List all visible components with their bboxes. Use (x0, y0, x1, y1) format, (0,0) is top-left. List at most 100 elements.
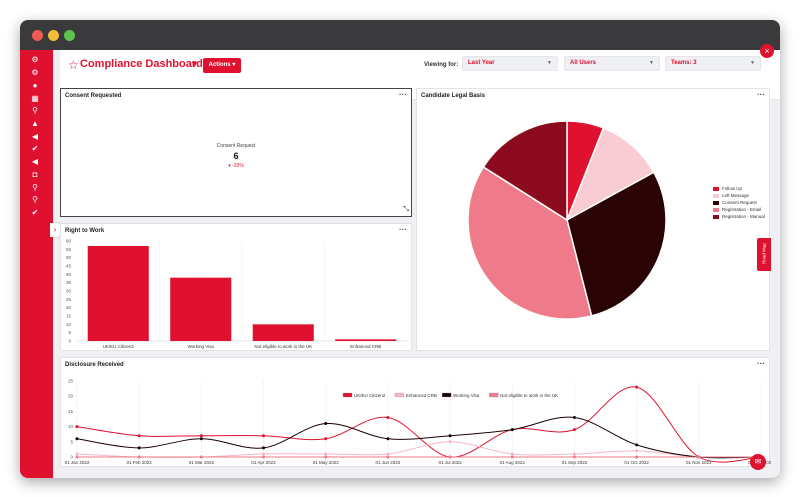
y-tick-label: 30 (66, 289, 72, 294)
data-point (324, 422, 328, 426)
megaphone-icon[interactable]: ◀ (31, 157, 39, 166)
y-tick-label: 15 (66, 314, 72, 319)
settings-icon[interactable]: ⚙ (31, 68, 39, 77)
users-select-value: All Users (570, 60, 597, 66)
search-icon[interactable]: ⚲ (32, 106, 38, 115)
data-point (510, 452, 514, 456)
x-tick-label: 01 Aug 2022 (500, 460, 526, 465)
legend-swatch (713, 200, 719, 205)
road-map-tab[interactable]: Road Map (757, 238, 771, 271)
data-point (137, 455, 141, 459)
legend-label: UK/EU Citizen2 (354, 393, 386, 398)
data-point (510, 428, 514, 432)
legend-item[interactable]: Consent Request (713, 200, 757, 205)
legend-swatch (489, 392, 499, 398)
teams-select-value: Teams: 3 (671, 60, 697, 66)
legend-item[interactable]: Follow Up (713, 186, 742, 191)
users-select[interactable]: All Users ▼ (564, 56, 660, 71)
data-point (137, 446, 141, 450)
y-tick-label: 50 (66, 255, 72, 260)
data-point (572, 415, 576, 419)
actions-button[interactable]: Actions ▾ (203, 58, 241, 73)
data-point (262, 455, 266, 459)
chevron-down-icon: ▼ (750, 60, 755, 66)
bar (87, 246, 149, 341)
legend-swatch (713, 214, 719, 219)
teams-select[interactable]: Teams: 3 ▼ (665, 56, 761, 71)
chat-icon[interactable]: ✉ (750, 454, 766, 470)
sidebar: ⚙ ⚙ ● ▦ ⚲ ▲ ◀ ✔ ◀ ◘ ⚲ ⚲ ✔ (20, 50, 53, 478)
legend-label: Working Visa (453, 393, 480, 398)
period-select[interactable]: Last Year ▼ (462, 56, 558, 71)
legend-item[interactable]: Registration - Manual (713, 214, 765, 219)
y-tick-label: 35 (66, 280, 72, 285)
close-icon[interactable]: × (760, 44, 774, 58)
data-point (572, 428, 576, 432)
kpi-delta: ▾ -33% (228, 163, 244, 169)
panel-title: Candidate Legal Basis (421, 93, 486, 99)
data-point (75, 437, 79, 441)
data-point (697, 455, 701, 459)
check-icon[interactable]: ✔ (31, 144, 39, 153)
pie-slice (566, 171, 667, 317)
chevron-down-icon: ▼ (547, 60, 552, 66)
legend-label: Consent Request (722, 200, 757, 205)
data-point (75, 455, 79, 459)
maximize-window-button[interactable] (64, 30, 75, 41)
search-icon[interactable]: ⚲ (32, 183, 38, 192)
legend-swatch (394, 392, 405, 398)
search-icon[interactable]: ⚲ (32, 195, 38, 204)
resize-handle-icon[interactable]: ⤡ (403, 206, 409, 213)
minimize-window-button[interactable] (48, 30, 59, 41)
more-options-icon[interactable]: ··· (757, 359, 765, 368)
camera-icon[interactable]: ◘ (32, 170, 38, 179)
legend-item[interactable]: Left Message (713, 193, 749, 198)
legend-swatch (342, 392, 353, 398)
viewing-label: Viewing for: (424, 62, 459, 68)
data-point (635, 449, 639, 453)
more-options-icon[interactable]: ··· (399, 90, 407, 99)
data-point (262, 434, 266, 438)
more-options-icon[interactable]: ··· (757, 90, 765, 99)
road-map-label: Road Map (761, 243, 767, 264)
data-point (635, 443, 639, 447)
check-icon[interactable]: ✔ (31, 208, 39, 217)
megaphone-icon[interactable]: ◀ (31, 132, 39, 141)
settings-icon[interactable]: ⚙ (31, 55, 39, 64)
close-window-button[interactable] (32, 30, 43, 41)
app-window: ⚙ ⚙ ● ▦ ⚲ ▲ ◀ ✔ ◀ ◘ ⚲ ⚲ ✔ › ☆ Compliance… (20, 20, 780, 478)
data-point (386, 415, 390, 419)
legend-swatch (713, 207, 719, 212)
consent-requested-panel: Consent Requested ··· Consent Request 6 … (60, 88, 412, 217)
data-point (386, 437, 390, 441)
globe-icon[interactable]: ● (32, 81, 38, 90)
expand-sidebar-button[interactable]: › (50, 223, 60, 237)
bell-icon[interactable]: ▲ (31, 119, 39, 128)
legal-basis-pie-chart (467, 120, 667, 320)
page-title: Compliance Dashboard (80, 58, 203, 70)
legend-label: Not eligible to work in the UK (500, 393, 558, 398)
kpi-delta-value: -33% (232, 163, 244, 169)
x-tick-label: 01 Apr 2022 (251, 460, 276, 465)
more-options-icon[interactable]: ··· (399, 225, 407, 234)
disclosure-panel: Disclosure Received ··· 0 5 10 15 20 25 01 Jan… (60, 357, 771, 467)
panel-title: Consent Requested (65, 93, 122, 99)
data-point (510, 455, 514, 459)
favorite-star-icon[interactable]: ☆ (68, 58, 79, 72)
data-point (386, 452, 390, 456)
legend-label: Registration - Manual (722, 214, 765, 219)
legend-swatch (713, 186, 719, 191)
data-point (324, 437, 328, 441)
grid-icon[interactable]: ▦ (31, 94, 39, 103)
actions-button-label: Actions (208, 62, 231, 68)
y-tick-label: 55 (66, 247, 72, 252)
data-point (324, 452, 328, 456)
legend-item[interactable]: Registration - Email (713, 207, 761, 212)
data-point (572, 452, 576, 456)
x-tick-label: Enhanced CRB (350, 344, 381, 349)
bar (335, 339, 397, 341)
chevron-down-icon[interactable]: ▼ (190, 59, 199, 69)
x-tick-label: 01 Mar 2022 (189, 460, 215, 465)
panel-title: Disclosure Received (65, 362, 124, 368)
y-tick-label: 10 (66, 322, 72, 327)
